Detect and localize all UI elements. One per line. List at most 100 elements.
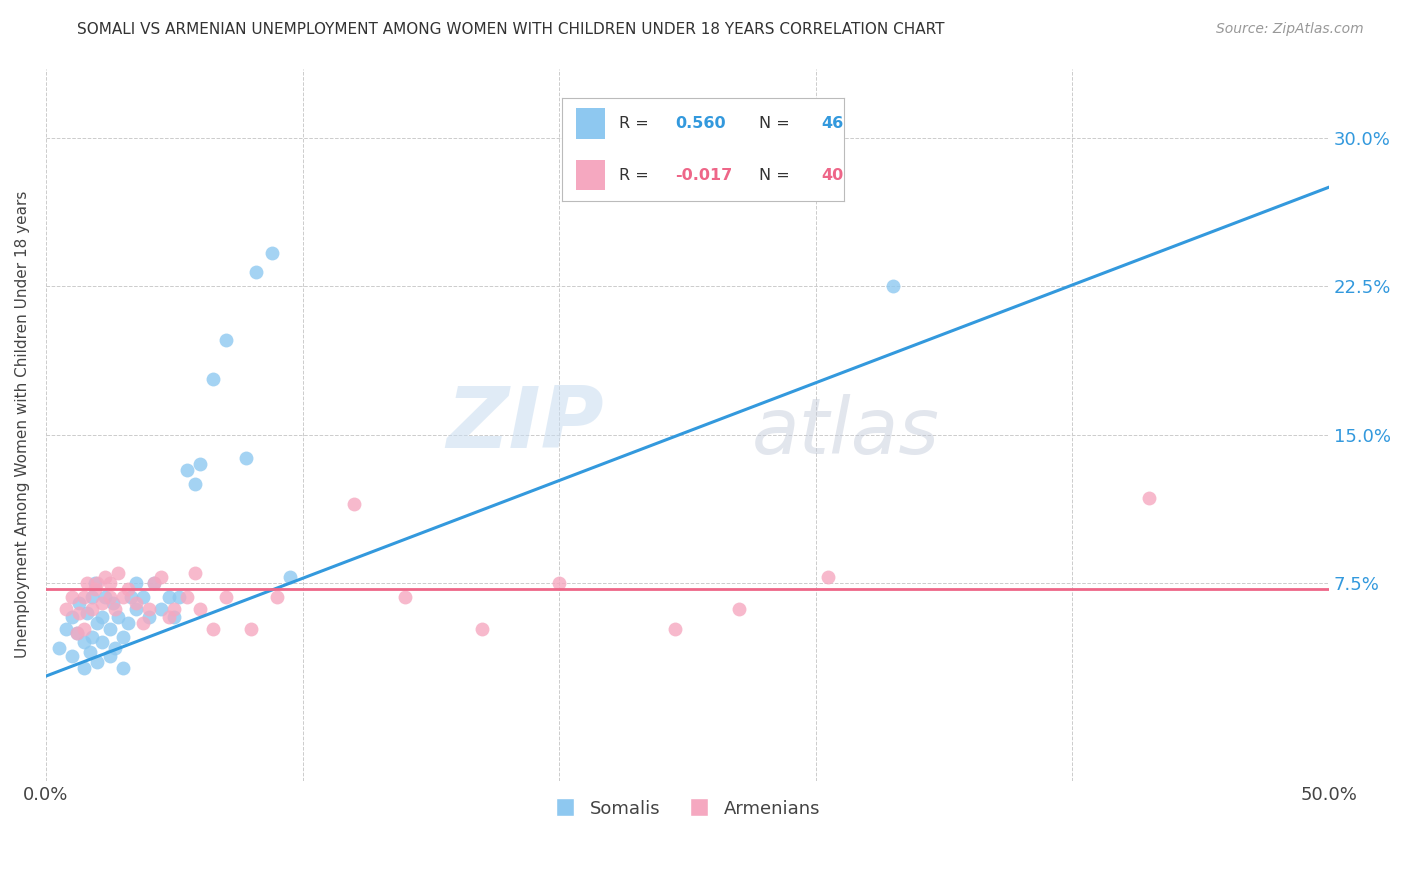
Point (214, 590, 236, 604)
Point (98, 576, 121, 591)
Point (1137, 491, 1160, 505)
Point (55, 602, 77, 616)
Point (150, 570, 173, 584)
Point (343, 497, 366, 511)
Point (107, 566, 129, 581)
Point (157, 609, 180, 624)
Text: ZIP: ZIP (446, 384, 605, 467)
Text: 46: 46 (821, 116, 844, 131)
Point (188, 602, 211, 616)
Point (138, 602, 160, 616)
Point (664, 622, 686, 636)
Point (104, 641, 127, 656)
Point (184, 566, 207, 581)
Point (176, 463, 198, 477)
Point (66, 625, 89, 640)
Text: -0.017: -0.017 (675, 168, 733, 183)
Point (83, 576, 105, 591)
Point (66, 625, 89, 640)
Point (117, 582, 139, 596)
Point (91, 596, 114, 610)
Legend: Somalis, Armenians: Somalis, Armenians (547, 791, 828, 825)
Point (142, 576, 165, 591)
Point (98, 649, 121, 664)
Point (138, 609, 160, 624)
Point (150, 602, 173, 616)
Point (83, 582, 105, 596)
Bar (576, 160, 605, 190)
Text: atlas: atlas (752, 394, 939, 470)
Point (60, 609, 83, 624)
Point (125, 596, 148, 610)
Point (163, 602, 186, 616)
Point (169, 590, 191, 604)
Point (132, 615, 155, 630)
Point (91, 635, 114, 649)
Point (471, 622, 494, 636)
Point (235, 451, 257, 466)
Point (125, 576, 148, 591)
Point (266, 590, 288, 604)
Point (111, 590, 134, 604)
Point (548, 576, 571, 591)
Point (120, 590, 142, 604)
Point (817, 570, 839, 584)
Bar (576, 108, 605, 139)
Point (240, 622, 263, 636)
Point (67, 596, 90, 610)
Point (245, 265, 267, 279)
Point (727, 602, 749, 616)
Text: SOMALI VS ARMENIAN UNEMPLOYMENT AMONG WOMEN WITH CHILDREN UNDER 18 YEARS CORRELA: SOMALI VS ARMENIAN UNEMPLOYMENT AMONG WO… (77, 22, 945, 37)
Point (142, 576, 165, 591)
Text: R =: R = (619, 168, 654, 183)
Text: N =: N = (759, 116, 796, 131)
Point (48, 641, 70, 656)
Point (73, 622, 96, 636)
Text: 40: 40 (821, 168, 844, 183)
Point (73, 635, 96, 649)
Text: 0.560: 0.560 (675, 116, 725, 131)
Point (82, 602, 104, 616)
Text: N =: N = (759, 168, 796, 183)
Point (882, 279, 904, 293)
Point (98, 590, 121, 604)
Point (60, 590, 83, 604)
Point (94, 570, 117, 584)
Point (98, 622, 121, 636)
Point (201, 372, 224, 386)
Point (82, 590, 104, 604)
Point (214, 333, 236, 347)
Text: Source: ZipAtlas.com: Source: ZipAtlas.com (1216, 22, 1364, 37)
Point (163, 609, 186, 624)
Point (86, 576, 108, 591)
Point (94, 590, 117, 604)
Point (73, 590, 96, 604)
Point (79, 645, 101, 659)
Point (260, 245, 283, 260)
Point (86, 655, 108, 669)
Point (76, 606, 98, 620)
Point (55, 622, 77, 636)
Point (60, 649, 83, 664)
Y-axis label: Unemployment Among Women with Children Under 18 years: Unemployment Among Women with Children U… (15, 191, 30, 658)
Point (91, 609, 114, 624)
Point (82, 630, 104, 644)
Text: R =: R = (619, 116, 654, 131)
Point (67, 606, 90, 620)
Point (117, 615, 139, 630)
Point (157, 590, 180, 604)
Point (107, 609, 129, 624)
Point (184, 477, 207, 491)
Point (278, 570, 301, 584)
Point (176, 590, 198, 604)
Point (101, 596, 124, 610)
Point (394, 590, 416, 604)
Point (86, 615, 108, 630)
Point (104, 602, 127, 616)
Point (73, 661, 96, 675)
Point (188, 458, 211, 472)
Point (125, 602, 148, 616)
Point (111, 661, 134, 675)
Point (132, 590, 155, 604)
Point (201, 622, 224, 636)
